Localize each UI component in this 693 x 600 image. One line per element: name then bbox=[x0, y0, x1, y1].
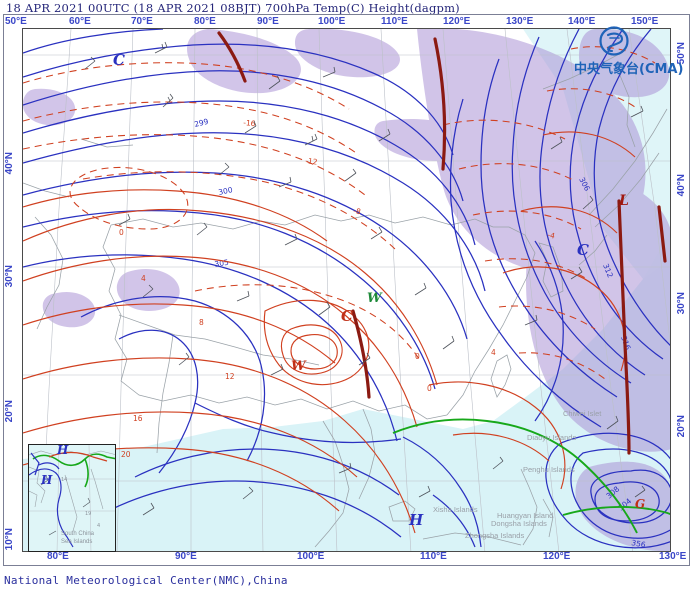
isotherm-label-8: 8 bbox=[199, 318, 204, 327]
chart-footer: National Meteorological Center(NMC),Chin… bbox=[4, 574, 288, 587]
isotherm-label-0b: 0 bbox=[415, 352, 420, 361]
height-contours: 299 300 305 306 312 316 308 304 356 bbox=[23, 29, 670, 549]
axis-right-label-3: 20°N bbox=[676, 415, 687, 438]
inset-wind-barbs bbox=[40, 475, 91, 536]
isotherms-negative: -12 -16 -8 -4 bbox=[23, 46, 656, 380]
axis-top-label-5: 100°E bbox=[318, 16, 346, 27]
coastlines bbox=[23, 52, 668, 548]
isotherm-label-16: 16 bbox=[133, 414, 143, 423]
inset-label-line-2: Sea Islands bbox=[61, 539, 93, 545]
axis-bottom-label-4: 120°E bbox=[543, 551, 571, 562]
isotherm-label-0c: 0 bbox=[427, 384, 432, 393]
inset-canvas: 19 4 14 bbox=[29, 445, 115, 551]
island-label-penghu: Penghu Islands bbox=[523, 465, 575, 474]
contour-label-300: 300 bbox=[218, 185, 234, 197]
isotherm-label-n4: -4 bbox=[547, 230, 556, 240]
axis-top-label-2: 70°E bbox=[131, 16, 153, 27]
pressure-marker-cold-low-east: C bbox=[577, 241, 589, 259]
axis-top-label-1: 60°E bbox=[69, 16, 91, 27]
inset-label-line-1: South China bbox=[61, 531, 95, 537]
synoptic-map[interactable]: 299 300 305 306 312 316 308 304 356 bbox=[22, 28, 671, 552]
pressure-marker-high-1: H bbox=[409, 511, 424, 529]
axis-left-label-0: 40°N bbox=[4, 152, 15, 175]
trough-3 bbox=[351, 309, 371, 399]
pressure-marker-low: L bbox=[619, 193, 629, 209]
inset-isotherm bbox=[48, 451, 108, 462]
shear-line-main bbox=[392, 418, 638, 534]
axis-top-label-7: 120°E bbox=[443, 16, 471, 27]
axis-bottom-label-0: 80°E bbox=[47, 551, 69, 562]
map-canvas: 299 300 305 306 312 316 308 304 356 bbox=[23, 29, 670, 551]
axis-left-label-2: 20°N bbox=[4, 400, 15, 423]
trough-5 bbox=[657, 205, 667, 263]
isotherm-label-12: 12 bbox=[225, 372, 235, 381]
axis-top-label-4: 90°E bbox=[257, 16, 279, 27]
pressure-marker-cold-low-west: C bbox=[113, 51, 125, 69]
inset-graticule bbox=[29, 445, 115, 551]
axis-right-label-1: 40°N bbox=[676, 174, 687, 197]
axis-bottom-label-5: 130°E bbox=[659, 551, 687, 562]
axis-bottom-label-3: 110°E bbox=[420, 551, 447, 562]
axis-top-label-10: 150°E bbox=[631, 16, 659, 27]
pressure-marker-low-center: G bbox=[635, 497, 646, 511]
axis-top-label-8: 130°E bbox=[506, 16, 534, 27]
contour-label-299: 299 bbox=[193, 117, 209, 129]
inset-marker-high-2: H bbox=[41, 473, 53, 487]
contour-label-356: 356 bbox=[631, 538, 647, 549]
inset-value-4: 4 bbox=[97, 523, 100, 529]
inset-value-19: 19 bbox=[85, 511, 91, 517]
trough-1 bbox=[217, 31, 247, 83]
inset-height-contours bbox=[29, 452, 74, 548]
wind-barbs bbox=[84, 41, 646, 516]
isotherm-label-20: 20 bbox=[121, 450, 131, 459]
island-label-xisha: Xisha Islands bbox=[433, 505, 478, 514]
inset-coastlines bbox=[29, 450, 115, 532]
inset-value-14: 14 bbox=[61, 477, 67, 483]
isotherm-label-n16: -16 bbox=[243, 118, 256, 128]
isotherm-label-n8: -8 bbox=[353, 206, 362, 216]
island-label-zhongsha: Zhongsha Islands bbox=[465, 531, 525, 540]
south-china-sea-inset[interactable]: 19 4 14 H H South China Sea Islands bbox=[28, 444, 116, 552]
axis-bottom-label-1: 90°E bbox=[175, 551, 197, 562]
island-label-huangyan: Huangyan Island bbox=[497, 511, 554, 520]
inset-shear-line bbox=[32, 453, 115, 488]
sea-region bbox=[23, 232, 670, 551]
shear-lines bbox=[392, 418, 670, 534]
axis-left-label-3: 10°N bbox=[4, 528, 15, 551]
trough-2 bbox=[433, 37, 447, 171]
axis-top-label-6: 110°E bbox=[381, 16, 408, 27]
trough-4 bbox=[617, 199, 631, 455]
isotherms-positive: 0 0 4 8 12 16 20 0 4 bbox=[23, 131, 636, 534]
island-label-diaoyu: Diaoyu Islands bbox=[527, 433, 577, 442]
pressure-marker-cold-center: C bbox=[341, 307, 353, 325]
axis-top-label-3: 80°E bbox=[194, 16, 216, 27]
axis-right-label-0: 50°N bbox=[676, 42, 687, 65]
trough-lines bbox=[217, 31, 667, 455]
axis-top-label-0: 50°E bbox=[5, 16, 27, 27]
isotherm-label-n12: -12 bbox=[305, 156, 319, 167]
inset-marker-high-1: H bbox=[57, 444, 69, 457]
isotherm-label-4: 4 bbox=[141, 274, 146, 283]
shear-line-south bbox=[562, 506, 670, 516]
contour-label-305: 305 bbox=[214, 258, 230, 269]
axis-bottom-label-2: 100°E bbox=[297, 551, 325, 562]
axis-top-label-9: 140°E bbox=[568, 16, 596, 27]
chart-title: 18 APR 2021 00UTC (18 APR 2021 08BJT) 70… bbox=[6, 1, 460, 15]
isotherm-label-4b: 4 bbox=[491, 348, 496, 357]
axis-left-label-1: 30°N bbox=[4, 265, 15, 288]
isotherm-label-0: 0 bbox=[119, 228, 124, 237]
temp-marker-warm-red: W bbox=[291, 359, 306, 374]
temp-marker-warm-green: W bbox=[367, 291, 382, 306]
island-label-chiwei: Chiwei Islet bbox=[563, 409, 602, 418]
axis-right-label-2: 30°N bbox=[676, 292, 687, 315]
island-label-dongsha: Dongsha Islands bbox=[491, 519, 547, 528]
